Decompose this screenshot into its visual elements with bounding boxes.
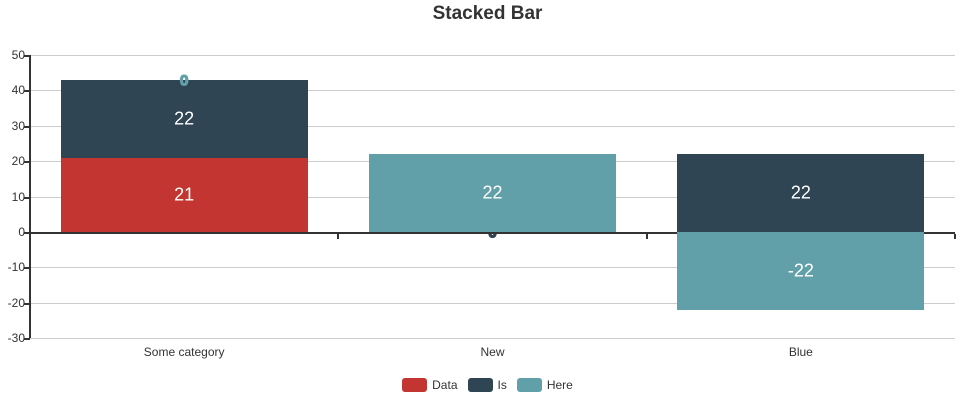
chart-title: Stacked Bar [432, 3, 543, 24]
y-tick-label: 0 [18, 225, 25, 239]
bar-segment-here-3[interactable] [677, 232, 924, 310]
y-tick-label: 10 [11, 190, 25, 204]
legend-swatch-icon [467, 378, 493, 392]
y-axis-tick [24, 161, 30, 163]
y-tick-label: 30 [11, 119, 25, 133]
legend-item-here[interactable]: Here [516, 378, 573, 392]
y-axis-tick [24, 338, 30, 340]
y-tick-label: -30 [7, 331, 25, 345]
legend-swatch-icon [516, 378, 542, 392]
y-tick-label: 50 [11, 48, 25, 62]
legend-label: Here [546, 378, 573, 392]
y-tick-label: -10 [7, 260, 25, 274]
grid-line [30, 303, 955, 304]
grid-line [30, 267, 955, 268]
bar-value-label: 21 [174, 184, 195, 205]
y-tick-label: 20 [11, 154, 25, 168]
grid-line [30, 126, 955, 127]
bar-value-label: 22 [174, 108, 195, 129]
bar-value-label: 22 [790, 182, 811, 203]
y-tick-label: 40 [11, 83, 25, 97]
x-axis-tick [337, 234, 339, 239]
y-axis-tick [24, 197, 30, 199]
legend-item-data[interactable]: Data [402, 378, 458, 392]
grid-line [30, 338, 955, 339]
bar-segment-data-1[interactable] [61, 158, 308, 232]
y-axis-tick [24, 267, 30, 269]
y-axis-tick [24, 232, 30, 234]
y-axis-line [29, 55, 31, 338]
y-axis-tick [24, 55, 30, 57]
legend-swatch-icon [402, 378, 428, 392]
y-axis-tick [24, 90, 30, 92]
legend: Data Is Here [0, 378, 975, 392]
x-axis-tick [646, 234, 648, 239]
legend-item-is[interactable]: Is [467, 378, 507, 392]
x-axis-tick [954, 234, 956, 239]
grid-line [30, 90, 955, 91]
zero-line [30, 232, 955, 234]
bar-segment-is-1[interactable] [61, 80, 308, 158]
bar-value-label: -22 [787, 260, 814, 281]
legend-label: Is [497, 378, 507, 392]
category-label: New [480, 345, 505, 359]
legend-label: Data [432, 378, 458, 392]
y-axis-tick [24, 126, 30, 128]
y-axis-tick [24, 303, 30, 305]
bar-segment-here-2[interactable] [369, 154, 616, 232]
grid-line [30, 55, 955, 56]
bar-value-label: 22 [482, 182, 503, 203]
bar-segment-is-3[interactable] [677, 154, 924, 232]
category-label: Blue [788, 345, 813, 359]
y-tick-label: -20 [7, 296, 25, 310]
category-label: Some category [143, 345, 225, 359]
zero-value-label: 0 [179, 71, 189, 89]
